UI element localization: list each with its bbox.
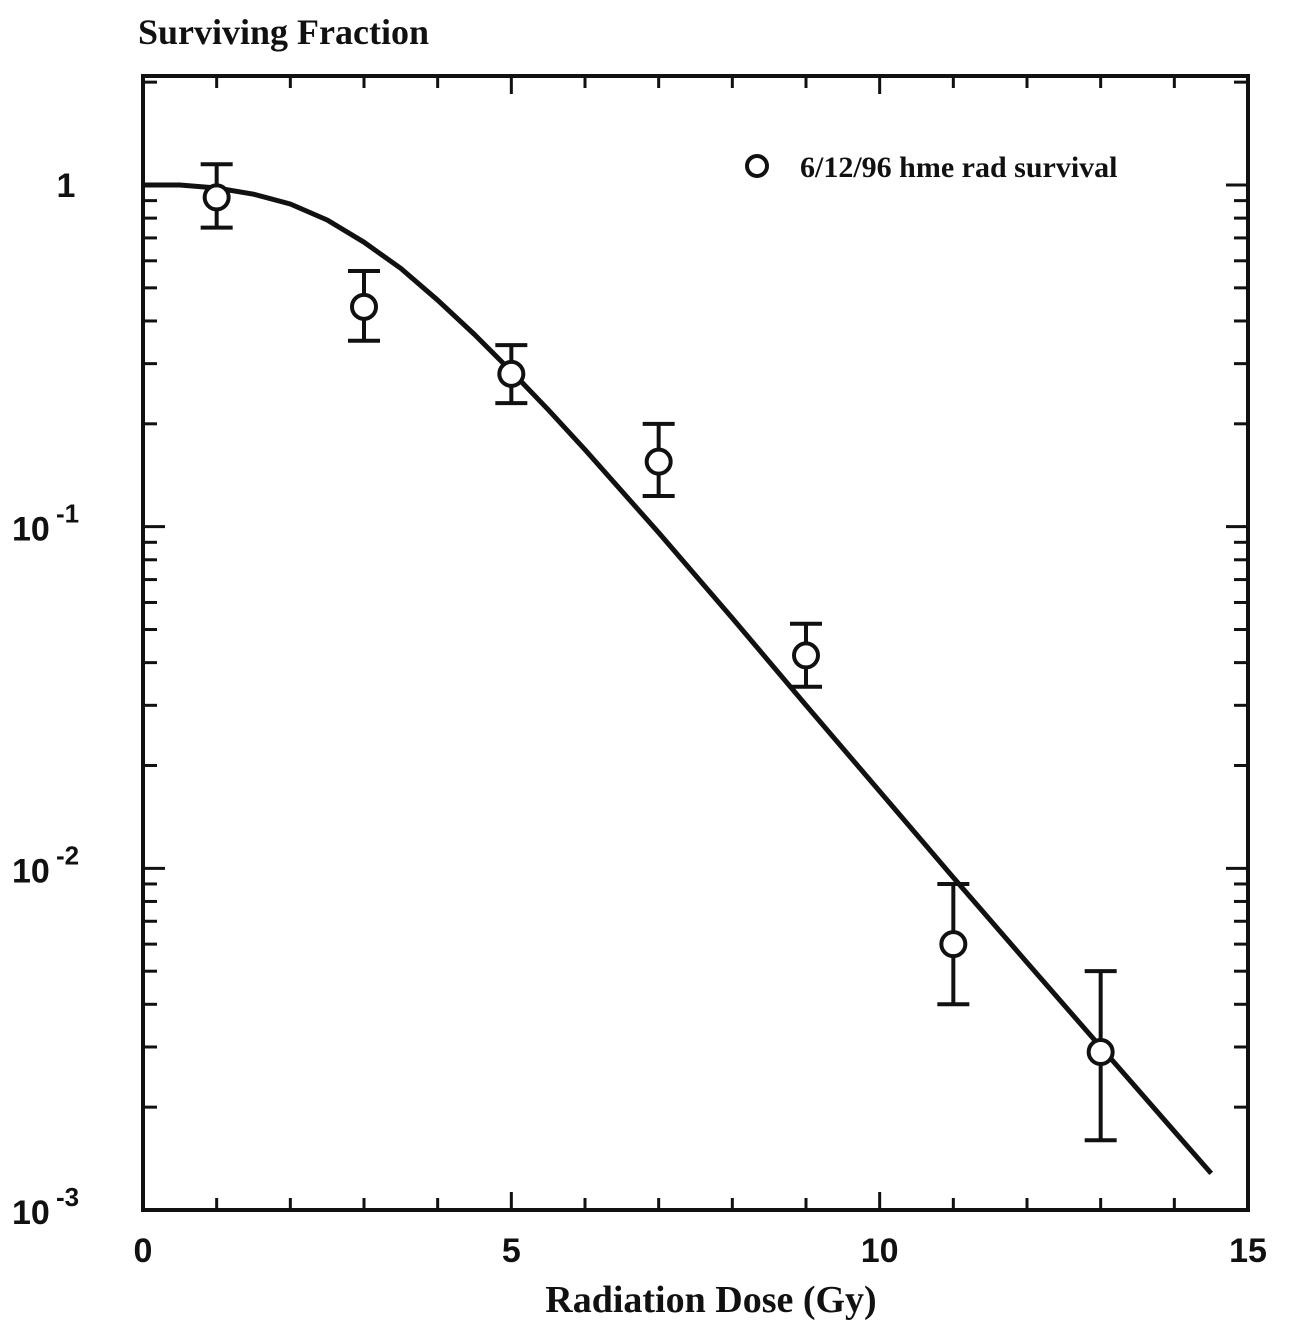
x-tick-label: 10 <box>861 1232 899 1270</box>
y-tick-label: 10 <box>12 1194 50 1232</box>
plot-frame <box>141 74 1250 1212</box>
data-point <box>1086 1038 1115 1067</box>
data-point <box>497 359 526 388</box>
x-tick-label: 15 <box>1229 1232 1267 1270</box>
x-axis-label: Radiation Dose (Gy) <box>545 1279 876 1321</box>
y-axis-ticks <box>143 80 1248 1212</box>
data-point <box>939 930 968 959</box>
x-tick-label: 5 <box>502 1232 521 1270</box>
legend-marker <box>745 154 769 178</box>
fit-curve <box>143 182 1214 1176</box>
y-tick-label-exponent: -2 <box>56 840 79 870</box>
data-point <box>644 447 673 476</box>
y-tick-label-exponent: -3 <box>56 1182 79 1212</box>
y-tick-label: 1 <box>57 167 76 205</box>
data-point <box>350 292 378 321</box>
data-point <box>202 183 231 212</box>
x-axis-tick-labels: 0 5 10 15 <box>134 1232 1267 1270</box>
legend-label: 6/12/96 hme rad survival <box>800 151 1118 184</box>
y-tick-label: 10 <box>12 511 50 549</box>
data-point <box>792 641 820 670</box>
fit-curve-layer <box>143 182 1214 1176</box>
y-tick-label-exponent: -1 <box>56 499 79 529</box>
y-axis-tick-labels: 110-110-210-3 <box>12 167 79 1232</box>
legend: 6/12/96 hme rad survival <box>745 151 1118 184</box>
y-tick-label: 10 <box>12 852 50 890</box>
chart-title: Surviving Fraction <box>138 12 429 52</box>
x-tick-label: 0 <box>134 1232 153 1270</box>
data-points-layer <box>200 162 1117 1143</box>
x-axis-ticks <box>141 76 1250 1210</box>
